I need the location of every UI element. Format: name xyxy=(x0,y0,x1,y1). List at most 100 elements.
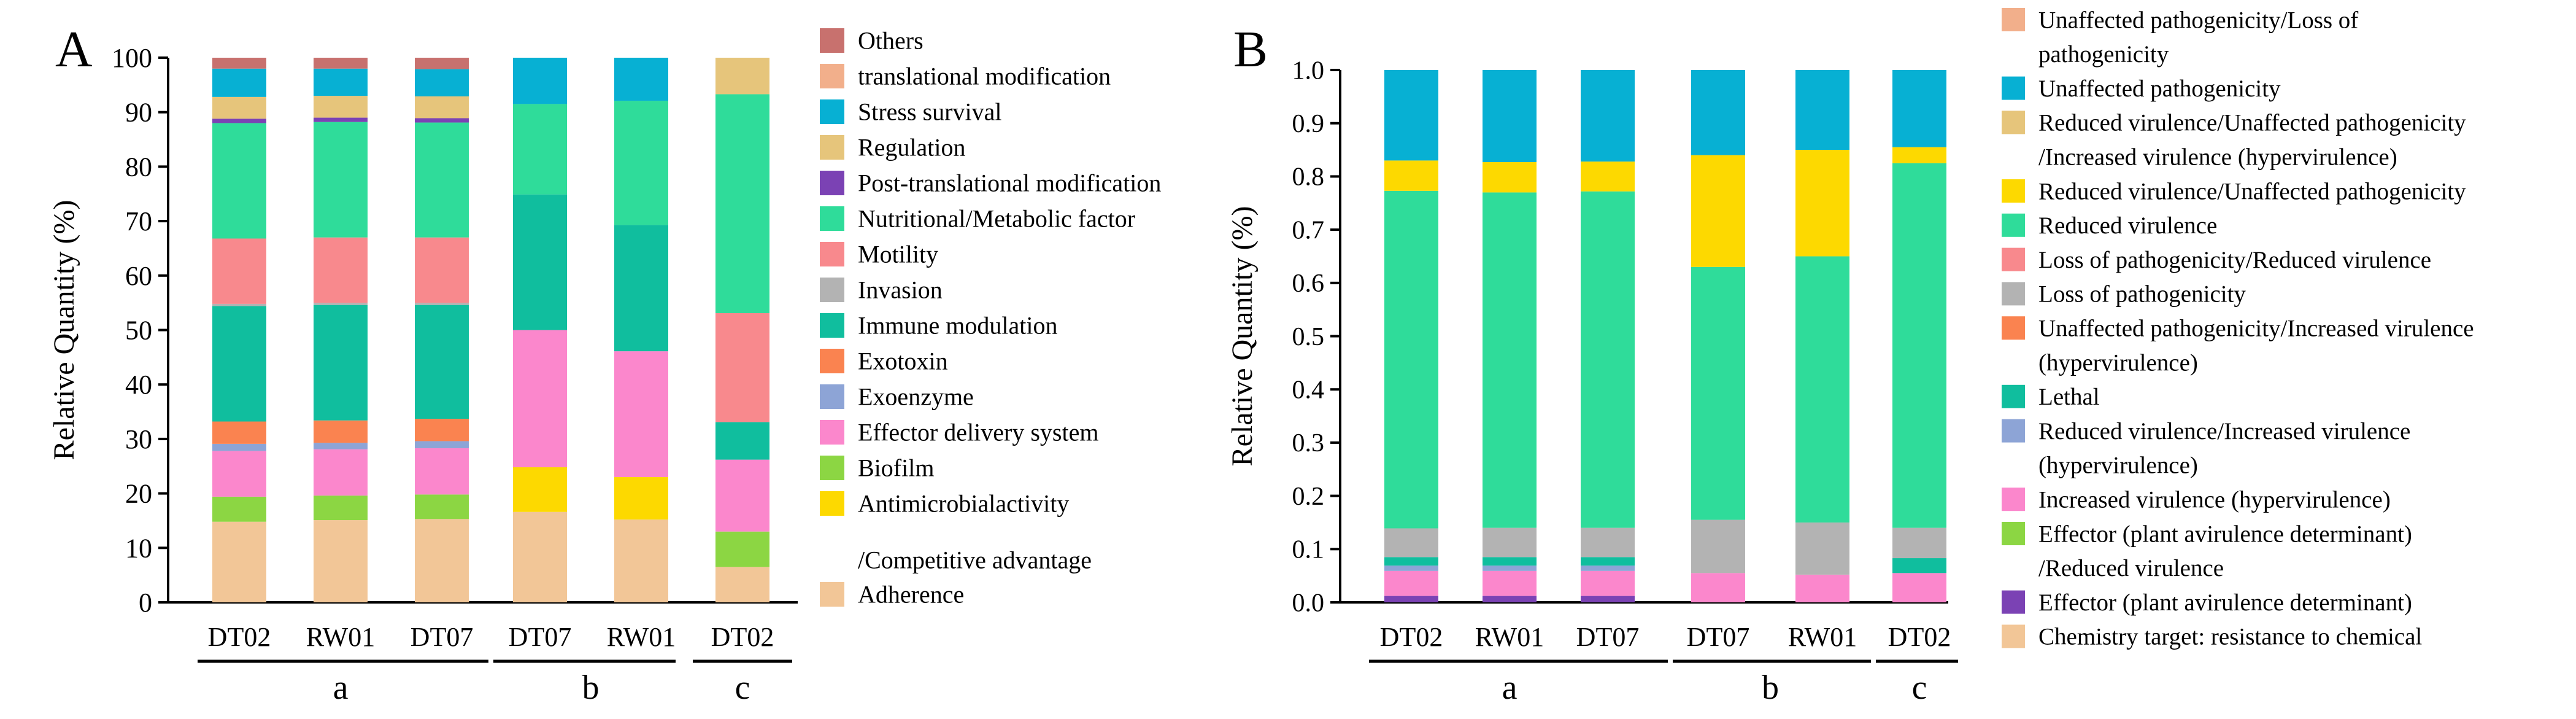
y-tick-label: 70 xyxy=(125,206,152,236)
bar-segment-adherence xyxy=(212,521,266,602)
x-category-label: DT02 xyxy=(711,622,774,652)
legend-swatch-adherence xyxy=(820,582,844,607)
legend-label: Stress survival xyxy=(858,98,1001,126)
bar-segment-increased-virulence-hypervirulence xyxy=(1892,573,1946,602)
x-category-label: RW01 xyxy=(306,622,375,652)
bar-segment-stress-survival xyxy=(212,68,266,97)
legend-label: (hypervirulence) xyxy=(2038,453,2198,479)
bar-segment-regulation xyxy=(415,96,469,119)
x-category-label: DT07 xyxy=(1576,622,1640,652)
legend-swatch-stress-survival xyxy=(820,99,844,124)
bar-segment-adherence xyxy=(614,519,668,602)
y-tick-label: 100 xyxy=(112,43,152,73)
legend-swatch-unaffected-pathogenicity-increased-virulence-hypervirulence xyxy=(2002,316,2025,340)
x-category-label: DT02 xyxy=(1380,622,1443,652)
x-category-label: DT02 xyxy=(1888,622,1951,652)
bar-segment-motility xyxy=(715,313,769,422)
bar-segment-stress-survival xyxy=(314,68,368,96)
legend-swatch-unaffected-pathogenicity xyxy=(2002,76,2025,100)
bar-segment-regulation xyxy=(314,96,368,118)
bar-segment-nutritional-metabolic-factor xyxy=(513,104,567,195)
bar-segment-immune-modulation xyxy=(715,422,769,460)
legend-label: Loss of pathogenicity/Reduced virulence xyxy=(2038,247,2431,273)
y-tick-label: 10 xyxy=(125,533,152,563)
panel-a-chart: A Relative Quantity (%) 0 10 20 30 40 50 60 70 80 9… xyxy=(48,21,1161,707)
legend-label: Loss of pathogenicity xyxy=(2038,281,2246,308)
bar-segment-lethal xyxy=(1483,557,1537,566)
legend-label: Adherence xyxy=(858,581,964,608)
bar-segment-effector-delivery-system xyxy=(314,449,368,496)
bar-segment-immune-modulation xyxy=(212,306,266,422)
bar-segment-adherence xyxy=(314,520,368,602)
y-axis-label: Relative Quantity (%) xyxy=(48,200,80,461)
bar-segment-nutritional-metabolic-factor xyxy=(715,94,769,314)
legend-label: Effector (plant avirulence determinant) xyxy=(2038,589,2412,616)
legend-swatch-others xyxy=(820,28,844,53)
legend-label: Nutritional/Metabolic factor xyxy=(858,205,1135,233)
bar-segment-increased-virulence-hypervirulence xyxy=(1691,573,1745,602)
panel-label: A xyxy=(55,21,93,78)
legend-label: Chemistry target: resistance to chemical xyxy=(2038,624,2422,650)
y-tick-label: 0.8 xyxy=(1292,163,1325,192)
legend-label: pathogenicity xyxy=(2038,41,2169,68)
legend-label: (hypervirulence) xyxy=(2038,349,2198,376)
bar-segment-reduced-virulence-unaffected-pathogenicity xyxy=(1483,161,1537,193)
bar-segment-biofilm xyxy=(314,496,368,521)
bar-segment-exoenzyme xyxy=(314,443,368,449)
bar-segment-regulation xyxy=(715,58,769,95)
legend-swatch-invasion xyxy=(820,278,844,302)
bar-segment-unaffected-pathogenicity xyxy=(1581,70,1635,162)
legend-label: /Reduced virulence xyxy=(2038,555,2224,581)
bar-segment-effector-delivery-system xyxy=(212,451,266,497)
bar-segment-antimicrobialactivity-competitive-advantage xyxy=(614,476,668,520)
bar-segment-nutritional-metabolic-factor xyxy=(415,122,469,238)
bar-segment-reduced-virulence xyxy=(1795,256,1849,523)
bar-segment-nutritional-metabolic-factor xyxy=(314,122,368,238)
bar-segment-loss-of-pathogenicity xyxy=(1581,527,1635,558)
bar-segment-exoenzyme xyxy=(415,441,469,448)
bar-segment-lethal xyxy=(1384,557,1438,566)
legend-swatch-increased-virulence-hypervirulence xyxy=(2002,488,2025,511)
y-tick-label: 60 xyxy=(125,261,152,291)
bar-segment-others xyxy=(212,58,266,69)
legend-swatch-reduced-virulence-increased-virulence-hypervirulence xyxy=(2002,419,2025,443)
legend-swatch-translational-modification xyxy=(820,64,844,88)
legend-label: Reduced virulence/Unaffected pathogenici… xyxy=(2038,178,2466,204)
legend-label: Others xyxy=(858,27,924,55)
bar-segment-loss-of-pathogenicity xyxy=(1892,527,1946,559)
legend-label: Reduced virulence/Increased virulence xyxy=(2038,418,2410,445)
legend-swatch-unaffected-pathogenicity-loss-of-pathogenicity xyxy=(2002,8,2025,31)
y-tick-label: 0.3 xyxy=(1292,429,1325,457)
x-category-label: DT07 xyxy=(509,622,572,652)
bar-segment-exoenzyme xyxy=(212,443,266,451)
panel-label: B xyxy=(1233,21,1268,78)
bar-segment-immune-modulation xyxy=(513,194,567,330)
y-axis-label: Relative Quantity (%) xyxy=(1226,206,1259,467)
group-label-b: b xyxy=(1762,669,1779,707)
legend-label: Motility xyxy=(858,241,938,268)
bar-segment-stress-survival xyxy=(513,58,567,104)
x-category-label: DT07 xyxy=(411,622,474,652)
group-label-b: b xyxy=(582,669,600,707)
legend-label: Lethal xyxy=(2038,384,2100,410)
bar-segment-nutritional-metabolic-factor xyxy=(614,101,668,225)
bar-segment-effector-plant-avirulence-determinant xyxy=(1384,596,1438,602)
legend-label: Post-translational modification xyxy=(858,169,1161,197)
legend-label: Regulation xyxy=(858,134,966,161)
bar-segment-unaffected-pathogenicity xyxy=(1795,70,1849,150)
bar-segment-antimicrobialactivity-competitive-advantage xyxy=(513,467,567,512)
bar-segment-immune-modulation xyxy=(415,305,469,419)
bar-segment-stress-survival xyxy=(614,58,668,101)
bar-segment-effector-plant-avirulence-determinant xyxy=(1581,596,1635,602)
group-label-a: a xyxy=(333,669,349,707)
bar-segment-adherence xyxy=(513,511,567,602)
bar-segment-loss-of-pathogenicity xyxy=(1691,519,1745,573)
legend-label: Exoenzyme xyxy=(858,383,974,411)
legend-swatch-immune-modulation xyxy=(820,313,844,338)
legend-label: Increased virulence (hypervirulence) xyxy=(2038,486,2391,513)
legend-label: Antimicrobialactivity xyxy=(858,490,1069,518)
y-tick-label: 0.6 xyxy=(1292,270,1325,298)
legend-swatch-biofilm xyxy=(820,456,844,480)
bar-segment-loss-of-pathogenicity xyxy=(1384,528,1438,558)
